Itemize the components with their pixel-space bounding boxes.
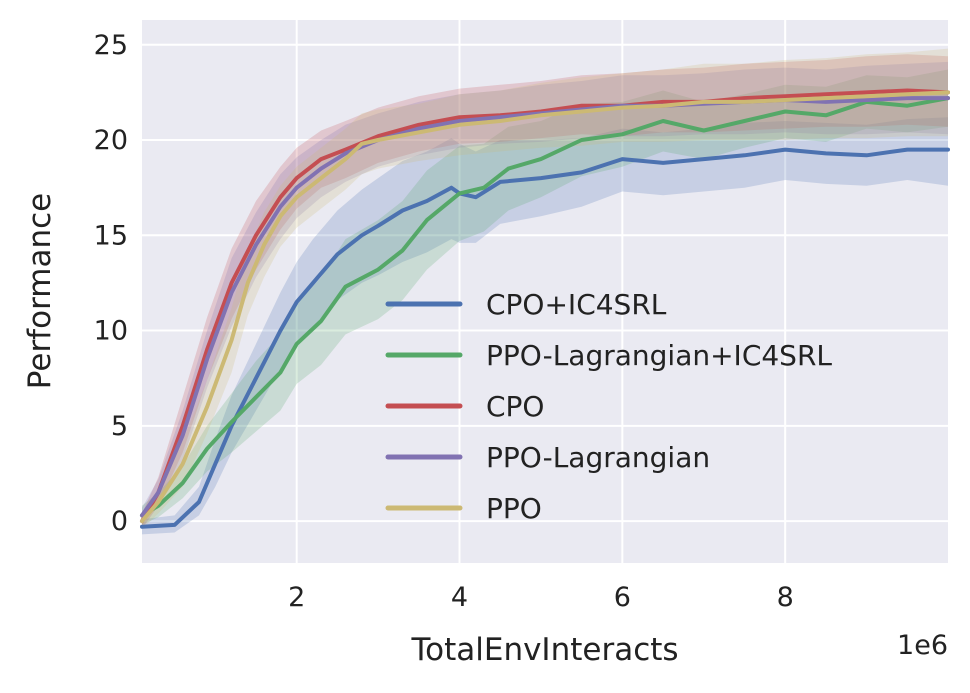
legend-label-ppo-lagrangian-ic4srl: PPO-Lagrangian+IC4SRL: [486, 339, 832, 372]
legend: CPO+IC4SRL PPO-Lagrangian+IC4SRL CPO PPO-La…: [385, 288, 832, 525]
x-axis-label: TotalEnvInteracts: [410, 632, 678, 668]
line-ppo-lagrangian-ic4srl: [140, 96, 950, 518]
x-tick-label: 2: [288, 582, 305, 613]
line-ppo: [140, 90, 950, 524]
x-tick-label: 6: [614, 582, 631, 613]
x-tick-label: 4: [451, 582, 468, 613]
y-tick-label: 25: [94, 30, 128, 61]
legend-label-ppo: PPO: [486, 492, 542, 525]
band-ppo-lagrangian: [142, 61, 948, 524]
line-cpo-ic4srl: [140, 147, 950, 529]
band-ppo: [142, 48, 948, 529]
band-cpo: [142, 54, 948, 529]
legend-label-cpo: CPO: [486, 390, 544, 423]
legend-label-cpo-ic4srl: CPO+IC4SRL: [486, 288, 667, 321]
grid: [142, 20, 948, 563]
y-tick-labels: 0 5 10 15 20 25: [94, 30, 128, 537]
y-tick-label: 0: [111, 506, 128, 537]
x-tick-labels: 2 4 6 8: [288, 582, 794, 613]
series-lines: [140, 88, 950, 529]
legend-label-ppo-lagrangian: PPO-Lagrangian: [486, 441, 710, 474]
line-cpo: [140, 88, 950, 524]
x-axis-multiplier: 1e6: [897, 630, 948, 661]
y-axis-label: Performance: [22, 193, 58, 389]
y-tick-label: 20: [94, 125, 128, 156]
band-cpo-ic4srl: [142, 117, 948, 535]
y-tick-label: 5: [111, 411, 128, 442]
x-tick-label: 8: [777, 582, 794, 613]
y-tick-label: 10: [94, 316, 128, 347]
y-tick-label: 15: [94, 220, 128, 251]
